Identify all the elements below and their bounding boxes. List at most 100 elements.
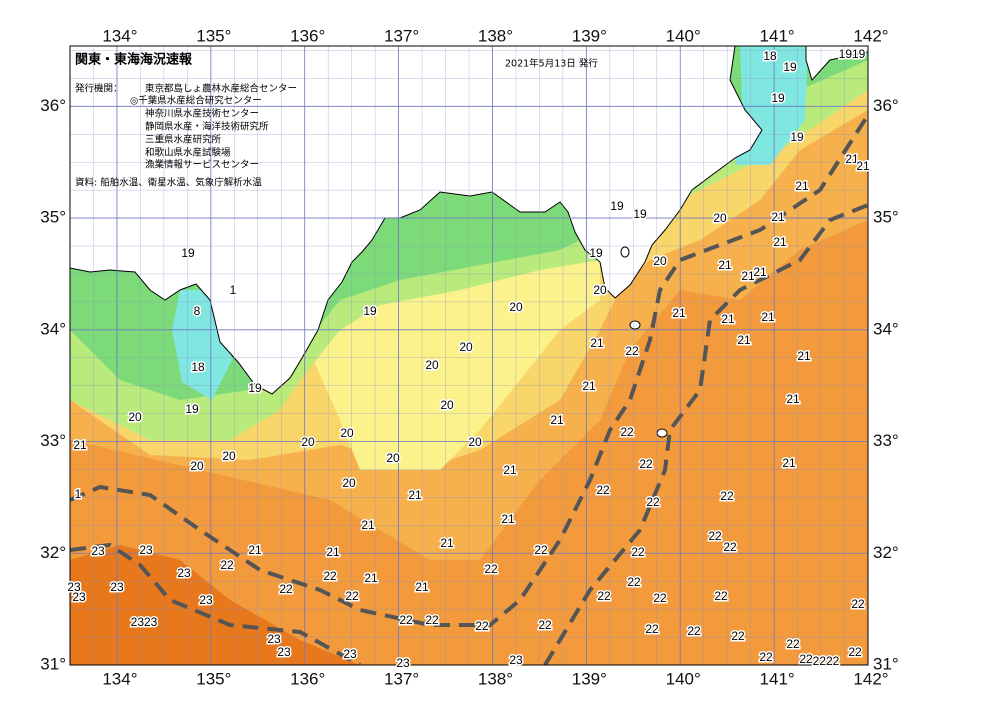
contour-label: 22 bbox=[279, 582, 293, 596]
contour-label: 20 bbox=[593, 283, 607, 297]
kuroshio-lines bbox=[70, 113, 868, 665]
contour-label: 22 bbox=[731, 629, 745, 643]
contour-label: 20 bbox=[425, 358, 439, 372]
lat-tick-label: 36° bbox=[873, 96, 899, 115]
lat-tick-label: 32° bbox=[40, 543, 66, 562]
issuer: 神奈川県水産技術センター bbox=[145, 108, 259, 120]
contour-label: 21 bbox=[786, 392, 800, 406]
contour-label: 22 bbox=[345, 589, 359, 603]
contour-label: 21 bbox=[73, 438, 87, 452]
issuer: 漁業情報サービスセンター bbox=[145, 159, 259, 171]
contour-label: 22 bbox=[425, 613, 439, 627]
lon-tick-label: 136° bbox=[290, 26, 325, 45]
lon-tick-label: 142° bbox=[853, 669, 888, 688]
contour-label: 21 bbox=[582, 379, 596, 393]
contour-label: 22 bbox=[627, 575, 641, 589]
lat-tick-label: 34° bbox=[40, 319, 66, 338]
lon-tick-label: 137° bbox=[384, 26, 419, 45]
contour-label: 22 bbox=[708, 529, 722, 543]
contour-label: 20 bbox=[386, 451, 400, 465]
contour-label: 1 bbox=[75, 487, 82, 501]
map-frame bbox=[69, 45, 869, 666]
contour-label: 20 bbox=[340, 426, 354, 440]
contour-label: 21 bbox=[501, 512, 515, 526]
contour-label: 19 bbox=[633, 207, 647, 221]
contour-label: 22 bbox=[475, 619, 489, 633]
issuer: ◎千葉県水産総合研究センター bbox=[130, 95, 262, 107]
title: 関東・東海海況速報 bbox=[75, 52, 193, 68]
lon-tick-label: 140° bbox=[666, 26, 701, 45]
contour-label: 21 bbox=[326, 545, 340, 559]
contour-label: 22 bbox=[596, 483, 610, 497]
contour-label: 23 bbox=[396, 656, 410, 670]
lon-tick-label: 134° bbox=[102, 669, 137, 688]
contour-label: 21 bbox=[364, 571, 378, 585]
contour-label: 21 bbox=[741, 269, 755, 283]
grid bbox=[70, 46, 868, 665]
contour-label: 22 bbox=[484, 562, 498, 576]
contour-label: 21 bbox=[408, 488, 422, 502]
contour-label: 19 bbox=[185, 402, 199, 416]
contour-label: 22 bbox=[653, 591, 667, 605]
contour-label: 23 bbox=[277, 645, 291, 659]
lon-tick-label: 141° bbox=[760, 26, 795, 45]
contour-label: 23 bbox=[139, 543, 153, 557]
contour-label: 21 bbox=[503, 463, 517, 477]
contour-label: 21 bbox=[415, 580, 429, 594]
contour-label: 18 bbox=[191, 360, 205, 374]
contour-label: 21 bbox=[856, 159, 870, 173]
lat-tick-label: 33° bbox=[40, 431, 66, 450]
contour-label: 21 bbox=[782, 456, 796, 470]
issue-date: 2021年5月13日 発行 bbox=[505, 58, 598, 70]
contour-label: 19 bbox=[248, 381, 262, 395]
contour-label: 21 bbox=[590, 336, 604, 350]
contour-label: 21 bbox=[361, 518, 375, 532]
contour-label: 20 bbox=[440, 398, 454, 412]
contour-label: 8 bbox=[194, 304, 201, 318]
contour-label: 22 bbox=[631, 545, 645, 559]
contour-label: 21 bbox=[795, 179, 809, 193]
contour-label: 21 bbox=[550, 413, 564, 427]
contour-label: 2323 bbox=[131, 615, 158, 629]
contour-label: 21 bbox=[721, 312, 735, 326]
contour-label: 23 bbox=[110, 580, 124, 594]
lon-tick-label: 135° bbox=[196, 26, 231, 45]
contour-label: 22 bbox=[538, 618, 552, 632]
lat-tick-label: 35° bbox=[873, 208, 899, 227]
contour-label: 18 bbox=[763, 49, 777, 63]
contour-label: 22 bbox=[597, 589, 611, 603]
contour-label: 23 bbox=[509, 653, 523, 667]
contour-label: 20 bbox=[342, 476, 356, 490]
lon-tick-label: 134° bbox=[102, 26, 137, 45]
lat-tick-label: 33° bbox=[873, 431, 899, 450]
contour-label: 20 bbox=[222, 449, 236, 463]
lat-tick-label: 31° bbox=[873, 654, 899, 673]
contour-label: 21 bbox=[771, 210, 785, 224]
contour-label: 19 bbox=[790, 130, 804, 144]
contour-label: 21 bbox=[761, 310, 775, 324]
contour-label: 21 bbox=[797, 349, 811, 363]
contour-label: 22 bbox=[645, 622, 659, 636]
contour-label: 20 bbox=[459, 340, 473, 354]
contour-label: 22 bbox=[851, 597, 865, 611]
contour-label: 22 bbox=[220, 558, 234, 572]
contour-label: 22 bbox=[720, 489, 734, 503]
lat-tick-label: 36° bbox=[40, 96, 66, 115]
contour-label: 23 bbox=[177, 566, 191, 580]
contour-label: 2222 bbox=[813, 654, 840, 668]
contour-label: 22 bbox=[620, 425, 634, 439]
lat-tick-label: 34° bbox=[873, 319, 899, 338]
island bbox=[620, 246, 630, 258]
issuer: 静岡県水産・海洋技術研究所 bbox=[145, 121, 269, 133]
contour-label: 22 bbox=[534, 543, 548, 557]
contour-label: 20 bbox=[713, 211, 727, 225]
contour-label: 20 bbox=[128, 410, 142, 424]
contour-label: 21 bbox=[773, 235, 787, 249]
lat-tick-label: 31° bbox=[40, 654, 66, 673]
contour-label: 22 bbox=[323, 569, 337, 583]
contour-label: 19 bbox=[589, 246, 603, 260]
contour-label: 23 bbox=[267, 632, 281, 646]
sea-23 bbox=[70, 545, 360, 665]
